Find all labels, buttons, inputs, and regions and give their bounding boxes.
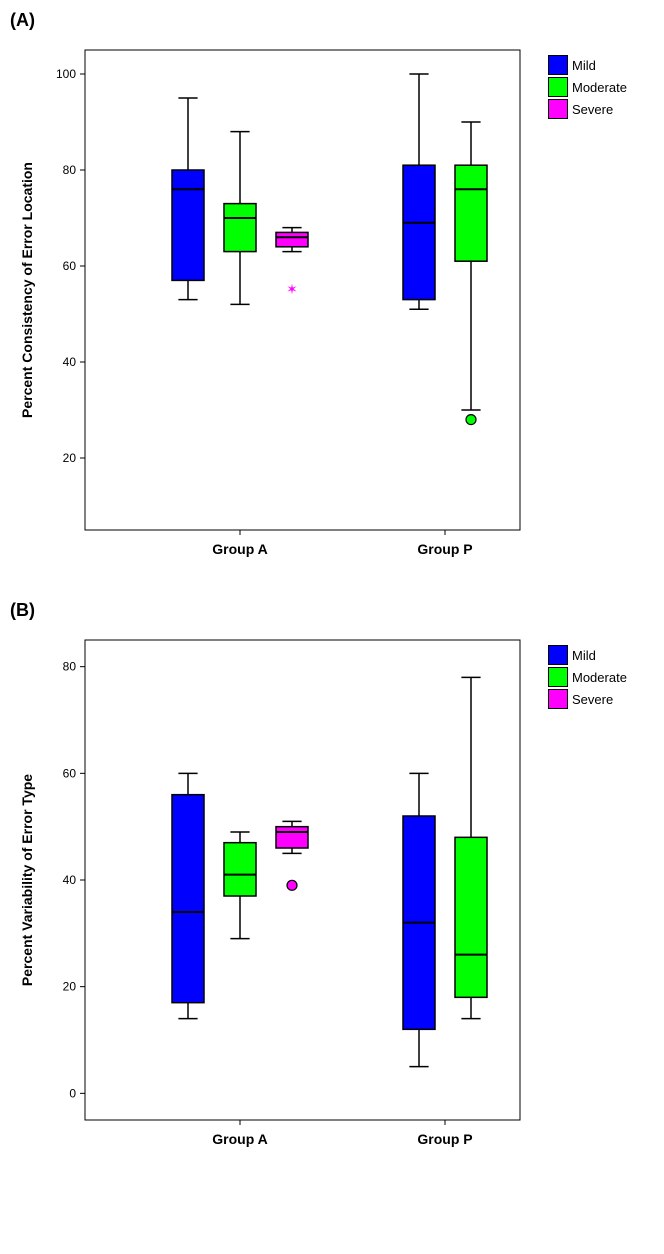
- panel-a-label: (A): [10, 10, 654, 31]
- svg-text:60: 60: [63, 259, 77, 273]
- legend-item: Severe: [548, 689, 627, 709]
- legend-swatch: [548, 55, 568, 75]
- legend-label: Severe: [572, 102, 613, 117]
- legend-label: Mild: [572, 58, 596, 73]
- legend-swatch: [548, 99, 568, 119]
- svg-text:Percent Consistency of Error L: Percent Consistency of Error Location: [19, 162, 35, 418]
- legend-item: Severe: [548, 99, 627, 119]
- svg-text:0: 0: [69, 1086, 76, 1100]
- legend-label: Severe: [572, 692, 613, 707]
- legend-label: Mild: [572, 648, 596, 663]
- legend-swatch: [548, 77, 568, 97]
- legend-item: Mild: [548, 55, 627, 75]
- svg-text:✶: ✶: [286, 281, 298, 297]
- legend-label: Moderate: [572, 670, 627, 685]
- svg-text:100: 100: [56, 67, 76, 81]
- chart-b-container: 0 20 40 60 80 Percent Variability of Error Ty…: [10, 625, 540, 1170]
- chart-a-svg: 20 40 60 80 100 Percent Consistency of Error …: [10, 35, 540, 575]
- svg-text:40: 40: [63, 355, 77, 369]
- legend-swatch: [548, 689, 568, 709]
- legend-item: Mild: [548, 645, 627, 665]
- svg-text:80: 80: [63, 163, 77, 177]
- svg-text:20: 20: [63, 451, 77, 465]
- legend-label: Moderate: [572, 80, 627, 95]
- svg-text:80: 80: [63, 660, 77, 674]
- svg-text:20: 20: [63, 980, 77, 994]
- svg-text:Group P: Group P: [417, 1131, 472, 1147]
- svg-text:40: 40: [63, 873, 77, 887]
- panel-a-row: 20 40 60 80 100 Percent Consistency of Error …: [10, 35, 654, 580]
- legend-swatch: [548, 645, 568, 665]
- legend-b: Mild Moderate Severe: [548, 645, 627, 711]
- chart-a-container: 20 40 60 80 100 Percent Consistency of Error …: [10, 35, 540, 580]
- svg-text:Group P: Group P: [417, 541, 472, 557]
- panel-b-row: 0 20 40 60 80 Percent Variability of Error Ty…: [10, 625, 654, 1170]
- svg-text:Percent Variability of Error T: Percent Variability of Error Type: [19, 774, 35, 986]
- legend-item: Moderate: [548, 667, 627, 687]
- svg-text:60: 60: [63, 766, 77, 780]
- chart-b-svg: 0 20 40 60 80 Percent Variability of Error Ty…: [10, 625, 540, 1165]
- panel-b-label: (B): [10, 600, 654, 621]
- legend-a: Mild Moderate Severe: [548, 55, 627, 121]
- svg-text:Group A: Group A: [212, 1131, 267, 1147]
- legend-swatch: [548, 667, 568, 687]
- svg-text:Group A: Group A: [212, 541, 267, 557]
- legend-item: Moderate: [548, 77, 627, 97]
